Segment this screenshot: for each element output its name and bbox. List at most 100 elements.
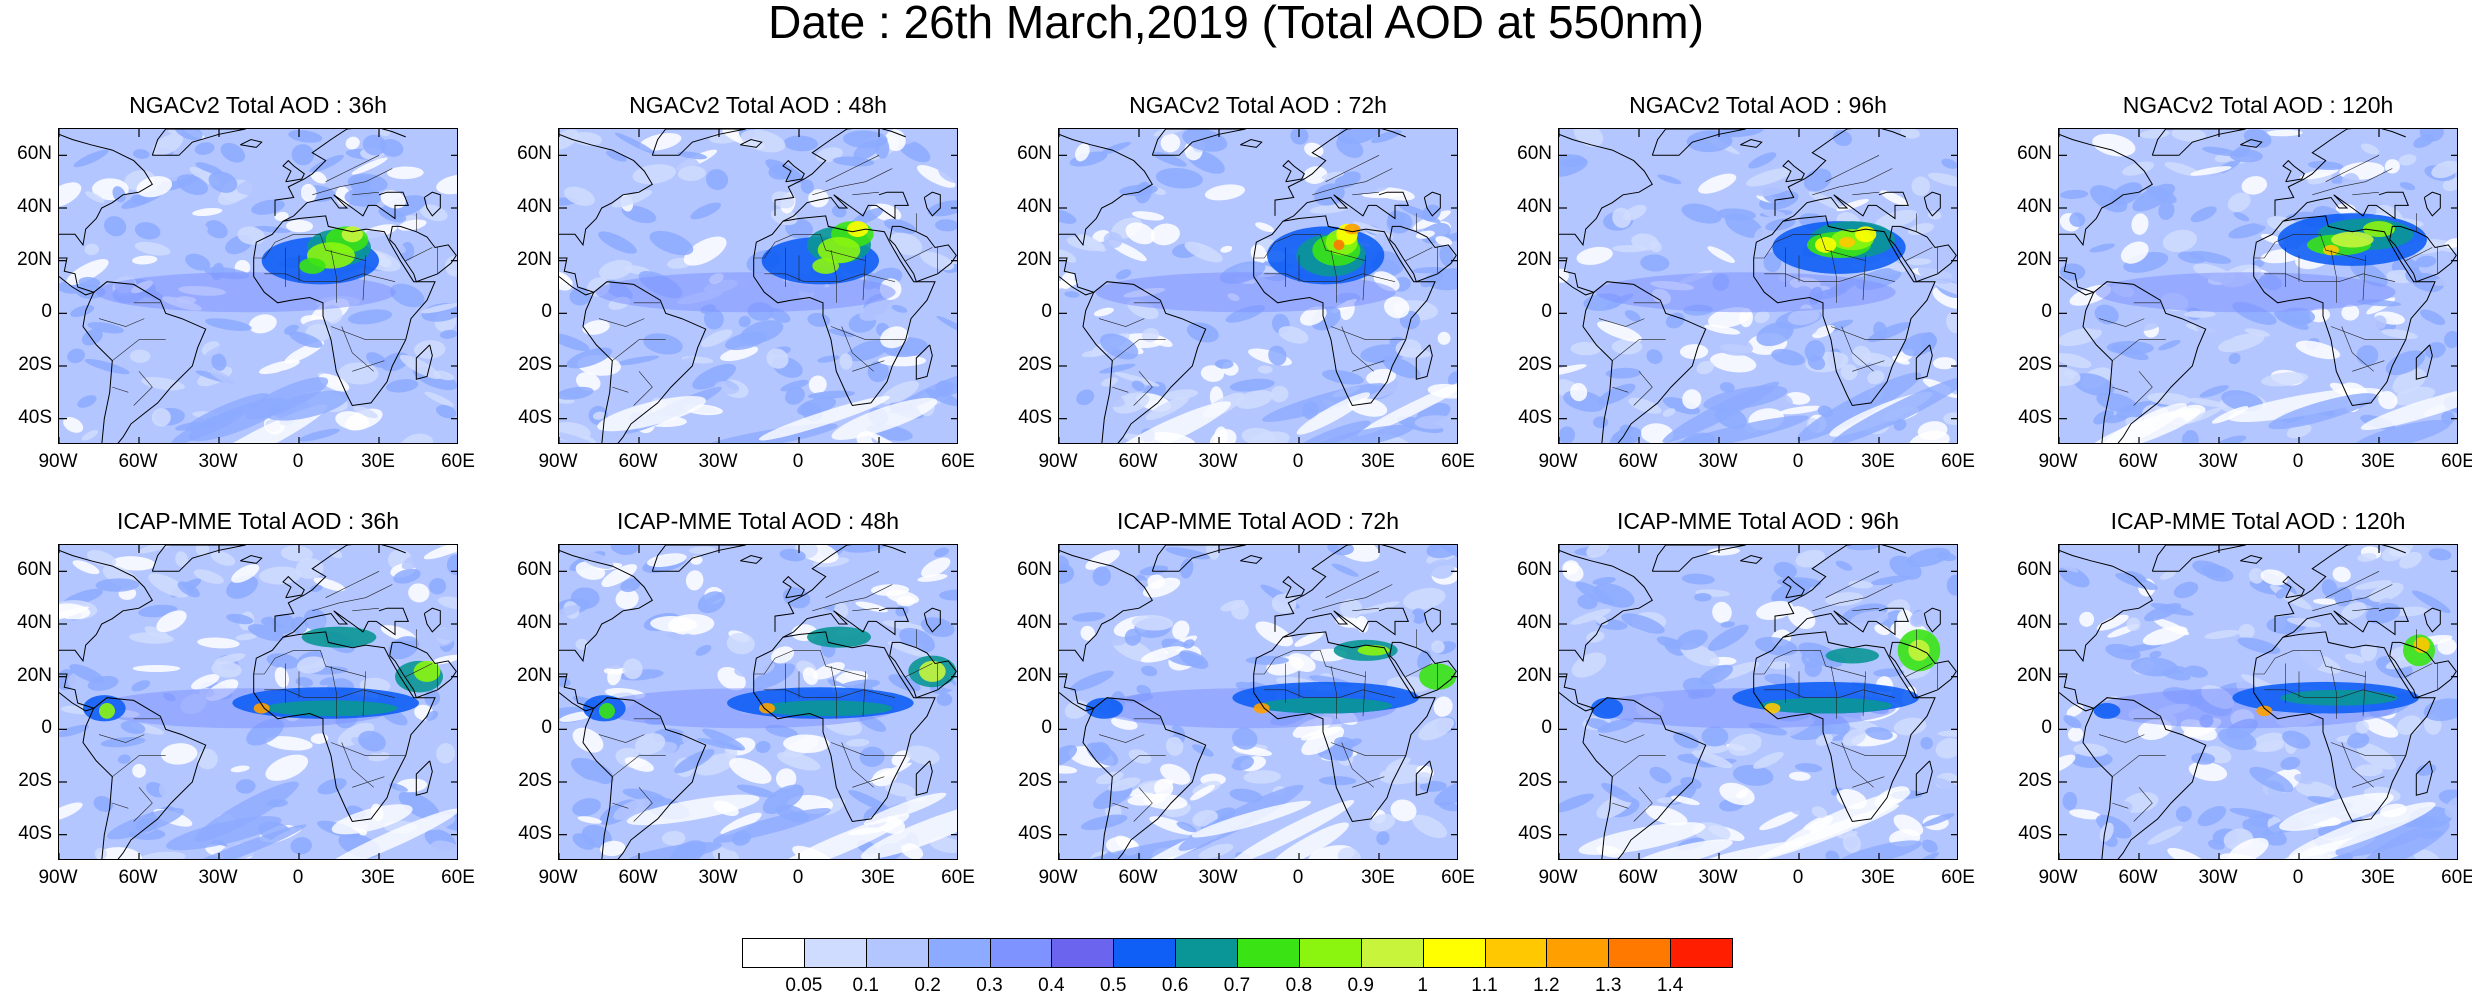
aod-field-cell (1559, 331, 1584, 345)
aod-field-cell (1060, 271, 1075, 290)
aod-field-cell (1754, 636, 1798, 656)
x-tick-label: 90W (2038, 451, 2078, 472)
aod-field-cell (1115, 269, 1132, 280)
aod-field-cell (2059, 327, 2102, 346)
x-tick-label: 90W (2038, 867, 2078, 888)
aod-field-cell (195, 545, 210, 556)
aod-field-cell (1443, 231, 1457, 242)
aod-field-cell (936, 693, 953, 706)
aod-field-cell (1243, 770, 1282, 784)
aod-field-cell (1681, 573, 1715, 585)
aod-field-cell (2355, 720, 2369, 734)
y-tick-label: 60N (1017, 559, 1052, 581)
aod-field-band (2361, 820, 2450, 859)
aod-field-cell (248, 377, 271, 397)
country-border (852, 776, 885, 788)
aod-field-cell (291, 144, 315, 166)
coastline (1923, 607, 1941, 633)
coastline (1423, 607, 1441, 633)
coastline (889, 641, 957, 699)
aod-field-cell (2399, 182, 2416, 191)
aod-field-cell (134, 222, 161, 240)
coastline (559, 673, 596, 712)
aod-plume (2331, 231, 2374, 248)
country-border (1362, 671, 1366, 717)
aod-field-cell (2211, 406, 2249, 424)
colorbar-label: 0.4 (1038, 975, 1065, 996)
coastline (1651, 129, 1746, 156)
aod-field-cell (1093, 307, 1114, 317)
aod-field-cell (2162, 229, 2197, 252)
country-border (330, 742, 406, 756)
aod-field-cell (780, 379, 809, 392)
x-tick-label: 60E (441, 867, 475, 888)
aod-field-cell (624, 757, 654, 772)
panel-title: NGACv2 Total AOD : 72h (1129, 92, 1387, 118)
aod-field-cell (592, 411, 606, 420)
aod-field-cell (783, 734, 830, 754)
aod-field-cell (859, 746, 885, 767)
aod-field-band (1262, 383, 1386, 422)
country-border (2264, 273, 2396, 282)
colorbar-swatch (1670, 938, 1733, 968)
aod-field-cell (379, 138, 404, 157)
y-tick-label: 20S (2018, 770, 2052, 791)
panel-title: ICAP-MME Total AOD : 36h (116, 508, 400, 534)
aod-field-cell (2189, 250, 2232, 264)
aod-field-band (1703, 385, 1788, 411)
coastline (2059, 549, 2153, 663)
y-tick-label: 20S (1518, 354, 1552, 375)
aod-field-cell (430, 840, 457, 859)
aod-field-cell (2360, 143, 2379, 155)
aod-field-cell (576, 372, 601, 392)
country-border (352, 360, 385, 372)
coastline (1282, 575, 1305, 599)
aod-field-cell (399, 354, 441, 380)
map-panel: ICAP-MME Total AOD : 96h 60N 40N 20N 0 20S 40S… (1517, 508, 1975, 888)
aod-field-cell (1245, 655, 1290, 665)
aod-field-cell (59, 182, 82, 208)
aod-field-cell (1422, 204, 1441, 222)
aod-field-cell (1576, 246, 1613, 265)
aod-field-cell (385, 379, 419, 393)
aod-plume (1085, 697, 1123, 719)
coastline (2082, 697, 2207, 859)
coastline (1559, 133, 1653, 247)
aod-field-cell (2073, 373, 2115, 397)
aod-field-cell (87, 322, 124, 334)
coastline (1915, 344, 1933, 380)
country-border (362, 255, 366, 301)
country-border (1253, 234, 1366, 261)
aod-field-cell (398, 791, 440, 821)
aod-field-cell (2201, 564, 2234, 582)
aod-field-cell (2286, 617, 2322, 628)
aod-field-cell (807, 390, 856, 400)
country-border (1330, 326, 1406, 340)
aod-field-cell (570, 587, 600, 609)
country-border (133, 787, 153, 822)
coastline (1082, 697, 1207, 859)
x-tick-label: 30E (2361, 451, 2395, 472)
aod-field-cell (2069, 809, 2102, 820)
aod-field-cell (191, 674, 220, 690)
country-border (1352, 191, 1380, 196)
y-tick-label: 40S (518, 822, 552, 844)
country-border (1362, 255, 1366, 301)
y-tick-label: 20N (517, 664, 552, 686)
aod-field-cell (86, 550, 117, 567)
aod-field-cell (1361, 750, 1392, 760)
aod-field-cell (210, 550, 236, 566)
coastline (2151, 545, 2246, 572)
aod-field-cell (603, 666, 626, 675)
aod-field-cell (192, 207, 223, 217)
aod-field-cell (1155, 167, 1203, 189)
coastline (782, 607, 910, 638)
aod-field-cell (1184, 241, 1223, 263)
aod-field-cell (211, 353, 227, 371)
aod-field-cell (1943, 412, 1957, 425)
aod-field-cell (1352, 174, 1393, 194)
coastline (915, 344, 933, 380)
y-tick-label: 0 (1541, 717, 1552, 739)
coastline (2059, 133, 2153, 247)
aod-field-cell (1337, 129, 1382, 145)
